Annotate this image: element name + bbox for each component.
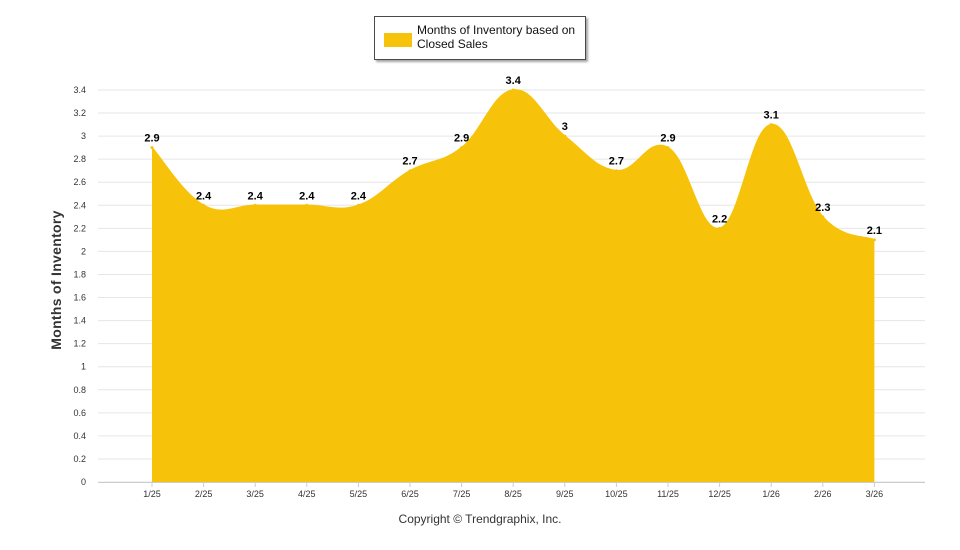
legend: Months of Inventory based on Closed Sale… [374, 16, 586, 60]
data-point [253, 203, 257, 207]
data-point [821, 215, 825, 219]
y-tick-label: 1.2 [73, 339, 86, 349]
x-axis-ticks: 1/25 2/25 3/25 4/25 5/25 6/25 7/25 8/25 9/25 10/2… [143, 482, 883, 499]
data-point [511, 88, 515, 92]
data-label: 3 [562, 121, 568, 133]
data-label: 3.1 [764, 110, 779, 122]
x-tick-label: 7/25 [453, 489, 471, 499]
y-tick-label: 0.4 [73, 431, 86, 441]
series-line [151, 89, 875, 241]
data-point [202, 203, 206, 207]
y-tick-label: 0 [81, 477, 86, 487]
data-label: 2.9 [144, 133, 159, 145]
x-tick-label: 2/26 [814, 489, 832, 499]
data-point [872, 238, 876, 242]
y-tick-label: 3.4 [73, 85, 86, 95]
y-tick-label: 1.8 [73, 269, 86, 279]
legend-label: Months of Inventory based on Closed Sale… [417, 23, 576, 51]
data-point [305, 203, 309, 207]
x-tick-label: 12/25 [708, 489, 731, 499]
data-label: 2.4 [248, 190, 264, 202]
series-area [150, 88, 876, 482]
data-point [460, 146, 464, 150]
y-axis-label: Months of Inventory [48, 210, 64, 350]
data-label: 2.2 [712, 213, 727, 225]
y-tick-label: 2.2 [73, 223, 86, 233]
y-tick-label: 0.6 [73, 408, 86, 418]
data-point [718, 226, 722, 230]
x-tick-label: 5/25 [350, 489, 368, 499]
data-label: 3.4 [506, 75, 522, 87]
y-tick-label: 1.4 [73, 316, 86, 326]
x-tick-label: 11/25 [657, 489, 679, 499]
data-point [356, 203, 360, 207]
data-point [150, 146, 154, 150]
data-label: 2.7 [402, 156, 417, 168]
x-tick-label: 4/25 [298, 489, 316, 499]
y-tick-label: 1.6 [73, 293, 86, 303]
x-tick-label: 9/25 [556, 489, 574, 499]
data-label: 2.4 [196, 190, 212, 202]
data-point [614, 169, 618, 173]
data-point [563, 134, 567, 138]
data-point [408, 169, 412, 173]
data-label: 2.9 [454, 133, 469, 145]
data-label: 2.3 [815, 202, 830, 214]
data-label: 2.7 [609, 156, 624, 168]
x-tick-label: 1/25 [143, 489, 161, 499]
data-label: 2.9 [660, 133, 675, 145]
y-tick-label: 2 [81, 246, 86, 256]
y-tick-label: 0.2 [73, 454, 86, 464]
x-tick-label: 6/25 [401, 489, 419, 499]
x-tick-label: 3/26 [866, 489, 884, 499]
y-tick-label: 0.8 [73, 385, 86, 395]
x-tick-label: 2/25 [195, 489, 213, 499]
copyright-text: Copyright © Trendgraphix, Inc. [398, 512, 562, 526]
data-label: 2.4 [351, 190, 367, 202]
y-tick-label: 1 [81, 362, 86, 372]
y-tick-label: 2.6 [73, 177, 86, 187]
data-point [769, 123, 773, 127]
x-tick-label: 1/26 [762, 489, 780, 499]
series-area-fill [152, 89, 875, 482]
data-label: 2.1 [867, 225, 882, 237]
y-tick-label: 2.8 [73, 154, 86, 164]
y-tick-label: 3 [81, 131, 86, 141]
x-tick-label: 8/25 [504, 489, 522, 499]
y-tick-label: 3.2 [73, 108, 86, 118]
data-label: 2.4 [299, 190, 315, 202]
y-tick-label: 2.4 [73, 200, 86, 210]
data-point [666, 146, 670, 150]
data-labels: 2.9 2.4 2.4 2.4 2.4 2.7 2.9 3.4 3 2.7 2.9 2.2 3.1 2.3… [144, 75, 882, 237]
legend-swatch [384, 33, 412, 47]
x-tick-label: 10/25 [605, 489, 628, 499]
y-axis-ticks: 0 0.2 0.4 0.6 0.8 1 1.2 1.4 1.6 1.8 2 2.2 2.4 2.6 2.8 3… [73, 85, 86, 487]
x-tick-label: 3/25 [246, 489, 264, 499]
